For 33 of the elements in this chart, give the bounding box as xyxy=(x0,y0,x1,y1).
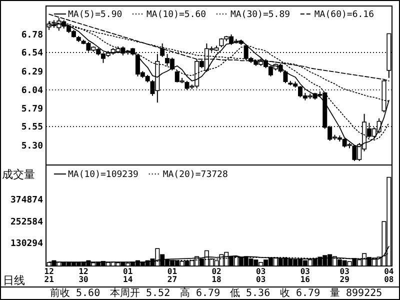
y-tick-label: 6.78 xyxy=(21,30,43,41)
x-tick-label: 03 03 xyxy=(256,267,266,284)
legend-label: MA(5)=5.90 xyxy=(68,10,122,20)
x-tick-label: 03 16 xyxy=(300,267,310,284)
text: 收 6.79 xyxy=(280,288,320,299)
text: 日线 xyxy=(3,274,25,287)
x-tick-label: 01 14 xyxy=(123,267,133,284)
y-tick-label: 6.04 xyxy=(21,86,44,96)
y-tick-label: 130294 xyxy=(10,238,44,249)
y-tick-label: 374874 xyxy=(10,196,44,206)
y-tick-label: 252584 xyxy=(10,217,44,228)
x-tick-label: 01 27 xyxy=(167,267,178,284)
x-tick-label: 12 30 xyxy=(78,267,89,284)
text: 高 6.79 xyxy=(180,287,220,299)
y-tick-label: 6.29 xyxy=(21,67,43,78)
y-tick-label: 5.55 xyxy=(21,122,43,133)
legend-label: MA(10)=109239 xyxy=(68,170,138,180)
x-tick-label: 12 21 xyxy=(44,267,54,284)
y-tick-label: 6.54 xyxy=(21,48,44,59)
legend-label: MA(10)=5.60 xyxy=(146,10,206,20)
legend-label: MA(60)=6.16 xyxy=(314,10,374,20)
x-tick-label: 02 18 xyxy=(212,267,222,284)
text: 量 899225 xyxy=(330,288,382,299)
text: 低 5.36 xyxy=(230,288,270,299)
y-tick-label: 5.30 xyxy=(21,141,43,152)
y-axis-title: 成交量 xyxy=(2,168,35,181)
legend-label: MA(20)=73728 xyxy=(162,170,228,180)
text: 前收 5.60 xyxy=(50,287,100,299)
x-tick-label: 03 29 xyxy=(340,267,350,284)
text: 本周开 5.52 xyxy=(110,287,170,299)
legend-label: MA(30)=5.89 xyxy=(230,10,290,20)
y-tick-label: 5.79 xyxy=(21,104,43,115)
x-tick-label: 04 08 xyxy=(384,267,394,284)
